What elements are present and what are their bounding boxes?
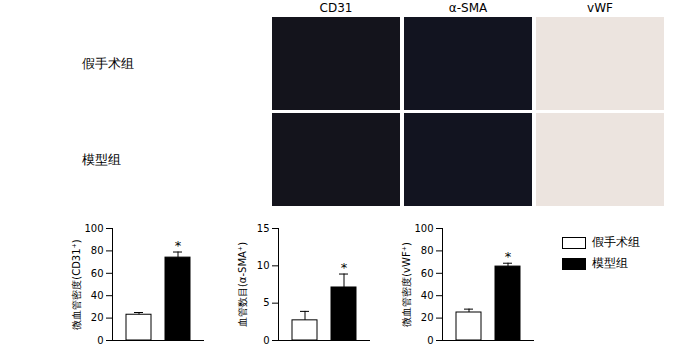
html-text:vWF: vWF [587,1,613,15]
svg-text:0: 0 [263,335,269,346]
svg-text:微血管密度(vWF⁺): 微血管密度(vWF⁺) [401,242,412,327]
svg-text:*: * [341,260,348,275]
svg-text:10: 10 [257,260,270,271]
svg-text:15: 15 [257,223,270,234]
svg-text:*: * [175,238,182,253]
svg-text:*: * [505,249,512,264]
html-text:CD31: CD31 [319,1,353,15]
svg-text:5: 5 [263,297,269,308]
svg-text:80: 80 [91,245,104,256]
svg-text:40: 40 [421,290,434,301]
svg-text:20: 20 [91,312,104,323]
html-text:假手术组: 假手术组 [82,55,134,71]
svg-text:40: 40 [91,290,104,301]
html-text:模型组: 模型组 [592,256,628,270]
svg-text:80: 80 [421,245,434,256]
svg-text:20: 20 [421,312,434,323]
svg-text:血管数目(α-SMA⁺): 血管数目(α-SMA⁺) [237,242,248,327]
svg-text:0: 0 [97,335,103,346]
svg-text:100: 100 [84,223,103,234]
html-text:模型组: 模型组 [82,151,121,167]
svg-text:0: 0 [427,335,433,346]
svg-text:60: 60 [421,268,434,279]
svg-text:微血管密度(CD31⁺): 微血管密度(CD31⁺) [71,239,82,330]
html-text:假手术组: 假手术组 [592,235,640,249]
html-text:α-SMA: α-SMA [448,1,488,15]
svg-text:100: 100 [414,223,433,234]
svg-text:60: 60 [91,268,104,279]
